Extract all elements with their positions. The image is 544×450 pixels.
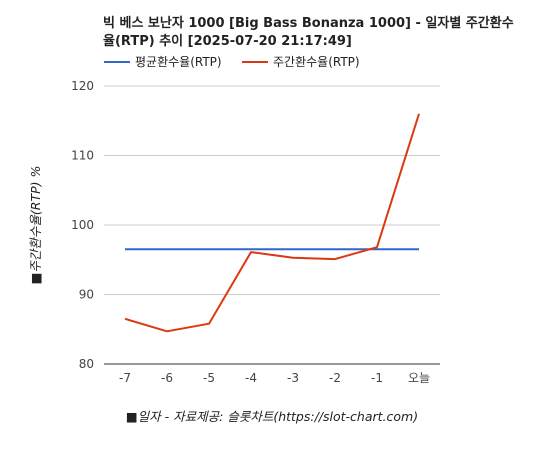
y-tick-label: 80 xyxy=(79,357,94,371)
x-axis-ticks: -7 -6 -5 -4 -3 -2 -1 오늘 xyxy=(119,371,430,385)
x-tick-label: -7 xyxy=(119,371,131,385)
y-axis-label: ■주간환수율(RTP) % xyxy=(28,166,43,285)
x-axis-label: ■일자 - 자료제공: 슬롯차트(https://slot-chart.com) xyxy=(126,409,418,424)
series-lines xyxy=(124,113,420,333)
legend-label-weekly: 주간환수율(RTP) xyxy=(273,55,360,69)
gridlines xyxy=(104,85,440,365)
x-tick-label: -1 xyxy=(371,371,383,385)
x-tick-label: 오늘 xyxy=(408,371,430,385)
x-tick-label: -3 xyxy=(287,371,299,385)
y-tick-label: 120 xyxy=(71,79,94,93)
y-tick-label: 90 xyxy=(79,288,94,302)
y-tick-label: 100 xyxy=(71,218,94,232)
legend: 평균환수율(RTP) 주간환수율(RTP) xyxy=(104,55,360,69)
chart-title-line-1: 빅 베스 보난자 1000 [Big Bass Bonanza 1000] - … xyxy=(103,15,514,31)
x-tick-label: -2 xyxy=(329,371,341,385)
x-tick-label: -5 xyxy=(203,371,215,385)
legend-label-average: 평균환수율(RTP) xyxy=(135,55,222,69)
series-line-weekly-rtp xyxy=(124,113,420,333)
x-tick-label: -6 xyxy=(161,371,173,385)
x-tick-label: -4 xyxy=(245,371,257,385)
chart-title-line-2: 율(RTP) 추이 [2025-07-20 21:17:49] xyxy=(103,33,352,49)
y-tick-label: 110 xyxy=(71,149,94,163)
y-axis-ticks: 80 90 100 110 120 xyxy=(71,79,94,371)
